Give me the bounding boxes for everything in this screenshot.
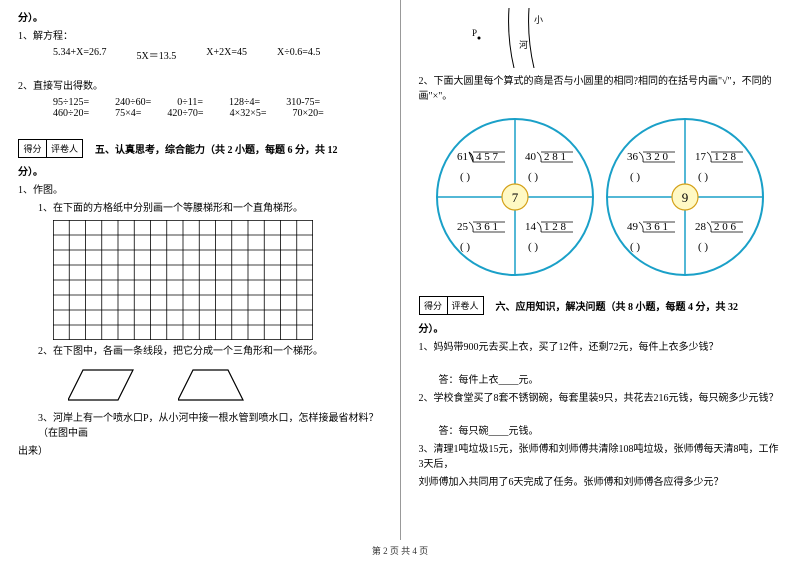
svg-text:( ): ( ) bbox=[528, 171, 538, 183]
svg-text:25: 25 bbox=[457, 221, 469, 233]
calc: 240÷60= bbox=[115, 97, 151, 108]
section-5-title: 五、认真思考，综合能力（共 2 小题，每题 6 分，共 12 bbox=[95, 133, 338, 156]
s5-q3: 3、河岸上有一个喷水口P，从小河中接一根水管到喷水口，怎样接最省材料？（在图中画 bbox=[18, 411, 382, 441]
svg-text:2 0 6: 2 0 6 bbox=[714, 221, 737, 233]
q1-label: 1、解方程： bbox=[18, 29, 382, 44]
svg-text:( ): ( ) bbox=[630, 241, 640, 253]
svg-text:1 2 8: 1 2 8 bbox=[714, 151, 737, 163]
svg-text:1 2 8: 1 2 8 bbox=[544, 221, 567, 233]
calc: 310-75= bbox=[286, 97, 320, 108]
division-circles: 7 9 614 5 7 ( ) 402 8 1 ( ) 253 6 1 ( ) … bbox=[430, 112, 770, 282]
right-column: P 小 河 2、下面大圆里每个算式的商是否与小圆里的相同?相同的在括号内画"√"… bbox=[401, 0, 800, 540]
eq4: X÷0.6=4.5 bbox=[277, 47, 320, 62]
svg-text:36: 36 bbox=[627, 151, 639, 163]
svg-text:3 2 0: 3 2 0 bbox=[646, 151, 669, 163]
section-6-end: 分）。 bbox=[419, 322, 783, 337]
s6-q1: 1、妈妈带900元去买上衣，买了12件，还剩72元，每件上衣多少钱？ bbox=[419, 340, 783, 355]
score-label: 得分 bbox=[420, 297, 448, 314]
svg-text:3 6 1: 3 6 1 bbox=[646, 221, 668, 233]
svg-text:( ): ( ) bbox=[460, 241, 470, 253]
svg-text:3 6 1: 3 6 1 bbox=[476, 221, 498, 233]
s5-q1a: 1、在下面的方格纸中分别画一个等腰梯形和一个直角梯形。 bbox=[18, 201, 382, 216]
s6-q2: 2、学校食堂买了8套不锈钢碗，每套里装9只，共花去216元钱，每只碗多少元钱？ bbox=[419, 391, 783, 406]
svg-text:14: 14 bbox=[525, 221, 537, 233]
eq2: 5X＝13.5 bbox=[137, 47, 177, 62]
shapes-row bbox=[18, 365, 382, 405]
score-box: 得分 评卷人 bbox=[419, 296, 484, 315]
q2-label: 2、直接写出得数。 bbox=[18, 79, 382, 94]
point-p-label: P bbox=[472, 28, 477, 38]
section-5-header: 得分 评卷人 五、认真思考，综合能力（共 2 小题，每题 6 分，共 12 bbox=[18, 133, 382, 161]
eq1: 5.34+X=26.7 bbox=[53, 47, 107, 62]
c1-center: 7 bbox=[512, 190, 519, 205]
section-6-header: 得分 评卷人 六、应用知识，解决问题（共 8 小题，每题 4 分，共 32 bbox=[419, 290, 783, 318]
calc: 420÷70= bbox=[167, 108, 203, 119]
trapezoid-shape bbox=[178, 365, 248, 405]
s6-q3b: 刘师傅加入共同用了6天完成了任务。张师傅和刘师傅各应得多少元？ bbox=[419, 475, 783, 490]
svg-text:( ): ( ) bbox=[460, 171, 470, 183]
river-label-1: 小 bbox=[534, 15, 543, 25]
s5-q1b: 2、在下图中，各画一条线段，把它分成一个三角形和一个梯形。 bbox=[18, 344, 382, 359]
s6-a2: 答：每只碗____元钱。 bbox=[419, 424, 783, 439]
calc-row-2: 460÷20= 75×4= 420÷70= 4×32×5= 70×20= bbox=[18, 108, 382, 119]
svg-text:( ): ( ) bbox=[528, 241, 538, 253]
calc: 95÷125= bbox=[53, 97, 89, 108]
svg-text:2 8 1: 2 8 1 bbox=[544, 151, 566, 163]
svg-text:4 5 7: 4 5 7 bbox=[476, 151, 499, 163]
svg-text:49: 49 bbox=[627, 221, 639, 233]
grader-label: 评卷人 bbox=[448, 297, 483, 314]
svg-text:17: 17 bbox=[695, 151, 707, 163]
calc: 4×32×5= bbox=[230, 108, 267, 119]
s5-q3b: 出来） bbox=[18, 444, 382, 459]
calc: 70×20= bbox=[292, 108, 323, 119]
equations-row: 5.34+X=26.7 5X＝13.5 X+2X=45 X÷0.6=4.5 bbox=[18, 47, 382, 62]
river-label-2: 河 bbox=[519, 39, 528, 50]
s5-q1: 1、作图。 bbox=[18, 183, 382, 198]
calc: 460÷20= bbox=[53, 108, 89, 119]
r-q2: 2、下面大圆里每个算式的商是否与小圆里的相同?相同的在括号内画"√"，不同的画"… bbox=[419, 74, 783, 104]
calc-row-1: 95÷125= 240÷60= 0÷11= 128÷4= 310-75= bbox=[18, 97, 382, 108]
svg-text:40: 40 bbox=[525, 151, 537, 163]
river-diagram: P 小 河 bbox=[459, 8, 559, 68]
section-5-end: 分）。 bbox=[18, 165, 382, 180]
grader-label: 评卷人 bbox=[47, 140, 82, 157]
left-column: 分）。 1、解方程： 5.34+X=26.7 5X＝13.5 X+2X=45 X… bbox=[0, 0, 400, 540]
page-footer: 第 2 页 共 4 页 bbox=[0, 540, 800, 557]
score-label: 得分 bbox=[19, 140, 47, 157]
calc: 75×4= bbox=[115, 108, 141, 119]
svg-text:( ): ( ) bbox=[630, 171, 640, 183]
score-box: 得分 评卷人 bbox=[18, 139, 83, 158]
eq3: X+2X=45 bbox=[206, 47, 247, 62]
svg-text:61: 61 bbox=[457, 151, 468, 163]
calc: 128÷4= bbox=[229, 97, 260, 108]
calc: 0÷11= bbox=[177, 97, 203, 108]
parallelogram-shape bbox=[68, 365, 138, 405]
section-6-title: 六、应用知识，解决问题（共 8 小题，每题 4 分，共 32 bbox=[496, 290, 739, 313]
svg-text:28: 28 bbox=[695, 221, 707, 233]
grid-paper bbox=[53, 220, 313, 340]
s6-a1: 答：每件上衣____元。 bbox=[419, 373, 783, 388]
svg-text:( ): ( ) bbox=[698, 241, 708, 253]
c2-center: 9 bbox=[682, 190, 689, 205]
svg-text:( ): ( ) bbox=[698, 171, 708, 183]
s6-q3a: 3、清理1吨垃圾15元，张师傅和刘师傅共清除108吨垃圾，张师傅每天清8吨，工作… bbox=[419, 442, 783, 472]
section-end: 分）。 bbox=[18, 11, 382, 26]
